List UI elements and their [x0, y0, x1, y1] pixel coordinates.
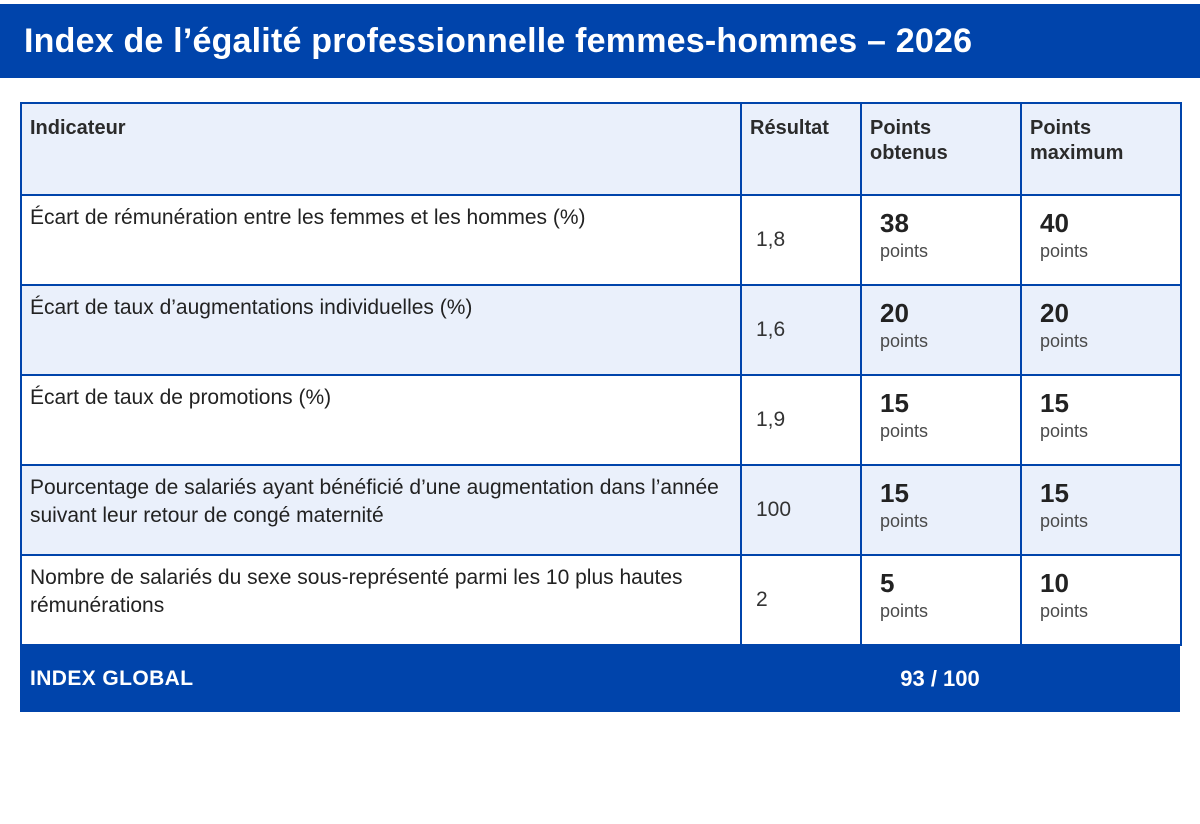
- points-obtained-cell: 15 points: [860, 374, 1022, 466]
- header-row: Indicateur Résultat Points obtenus Point…: [20, 102, 1182, 196]
- points-obtained-value: 38: [880, 208, 909, 238]
- points-max-cell: 15 points: [1020, 464, 1182, 556]
- indicator-cell: Écart de taux d’augmentations individuel…: [20, 284, 742, 376]
- points-obtained-cell: 15 points: [860, 464, 1022, 556]
- page-title: Index de l’égalité professionnelle femme…: [24, 21, 973, 60]
- indicator-cell: Pourcentage de salariés ayant bénéficié …: [20, 464, 742, 556]
- points-max-value: 20: [1040, 298, 1069, 328]
- table-row: Écart de taux de promotions (%) 1,9 15 p…: [20, 374, 1182, 466]
- points-unit-label: points: [880, 511, 929, 532]
- points-max-cell: 20 points: [1020, 284, 1182, 376]
- points-unit-label: points: [880, 331, 929, 352]
- points-obtained-cell: 20 points: [860, 284, 1022, 376]
- points-unit-label: points: [1040, 601, 1089, 622]
- index-global-score: 93 / 100: [900, 665, 980, 691]
- column-header-points-obtenus: Points obtenus: [860, 102, 1022, 196]
- points-max-cell: 15 points: [1020, 374, 1182, 466]
- points-unit-label: points: [1040, 511, 1089, 532]
- points-max-value: 15: [1040, 478, 1069, 508]
- points-unit-label: points: [1040, 331, 1089, 352]
- column-header-points-maximum: Points maximum: [1020, 102, 1182, 196]
- column-header-resultat: Résultat: [740, 102, 862, 196]
- indicator-cell: Écart de rémunération entre les femmes e…: [20, 194, 742, 286]
- table-row: Pourcentage de salariés ayant bénéficié …: [20, 464, 1182, 556]
- points-max-cell: 40 points: [1020, 194, 1182, 286]
- result-cell: 1,9: [740, 374, 862, 466]
- index-global-bar: INDEX GLOBAL 93 / 100: [20, 645, 1180, 712]
- result-cell: 1,8: [740, 194, 862, 286]
- points-max-value: 40: [1040, 208, 1069, 238]
- points-max-value: 15: [1040, 388, 1069, 418]
- table-row: Écart de rémunération entre les femmes e…: [20, 194, 1182, 286]
- app-header: Index de l’égalité professionnelle femme…: [0, 4, 1200, 78]
- table-header: Indicateur Résultat Points obtenus Point…: [20, 102, 1182, 196]
- column-header-indicateur: Indicateur: [20, 102, 742, 196]
- points-max-value: 10: [1040, 568, 1069, 598]
- points-unit-label: points: [880, 421, 929, 442]
- table-body: Écart de rémunération entre les femmes e…: [20, 194, 1182, 646]
- indicator-cell: Nombre de salariés du sexe sous-représen…: [20, 554, 742, 646]
- indicator-cell: Écart de taux de promotions (%): [20, 374, 742, 466]
- points-unit-label: points: [880, 601, 929, 622]
- table-row: Écart de taux d’augmentations individuel…: [20, 284, 1182, 376]
- points-max-cell: 10 points: [1020, 554, 1182, 646]
- points-obtained-value: 15: [880, 478, 909, 508]
- index-global-label: INDEX GLOBAL: [30, 666, 194, 690]
- points-unit-label: points: [1040, 241, 1089, 262]
- table-row: Nombre de salariés du sexe sous-représen…: [20, 554, 1182, 646]
- result-cell: 100: [740, 464, 862, 556]
- points-obtained-value: 15: [880, 388, 909, 418]
- result-cell: 2: [740, 554, 862, 646]
- points-unit-label: points: [880, 241, 929, 262]
- points-obtained-value: 5: [880, 568, 895, 598]
- points-obtained-cell: 38 points: [860, 194, 1022, 286]
- points-unit-label: points: [1040, 421, 1089, 442]
- points-obtained-cell: 5 points: [860, 554, 1022, 646]
- points-obtained-value: 20: [880, 298, 909, 328]
- result-cell: 1,6: [740, 284, 862, 376]
- indicators-table-container: Indicateur Résultat Points obtenus Point…: [20, 102, 1182, 646]
- indicators-table: Indicateur Résultat Points obtenus Point…: [20, 102, 1182, 646]
